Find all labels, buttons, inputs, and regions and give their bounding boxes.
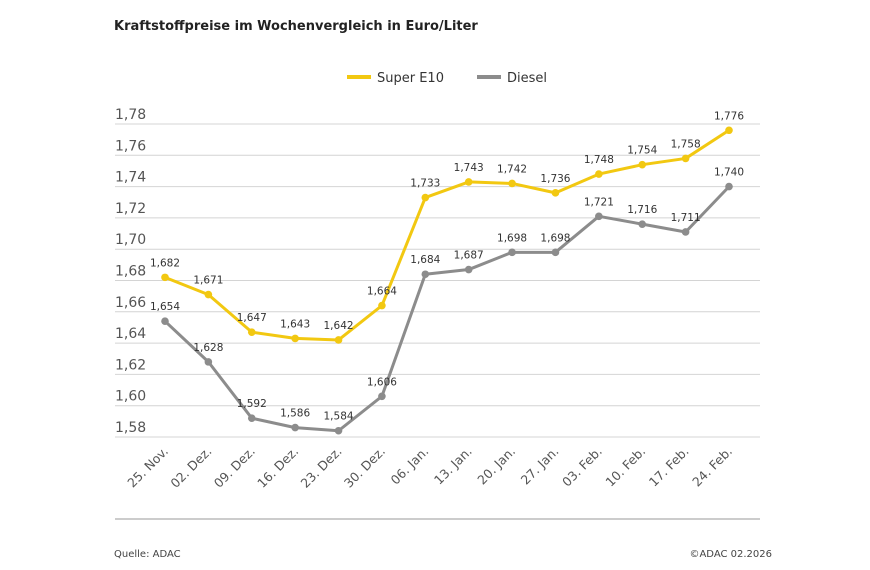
data-point (551, 248, 560, 257)
data-point (681, 228, 690, 236)
x-tick-label: 10. Feb. (602, 444, 648, 490)
data-label: 1,758 (671, 138, 701, 150)
data-point (334, 336, 343, 344)
x-tick-label: 03. Feb. (559, 444, 605, 490)
data-point (291, 334, 299, 343)
data-label: 1,742 (497, 163, 527, 175)
data-point (161, 273, 169, 282)
x-tick-label: 06. Jan. (388, 444, 432, 488)
chart-title: Kraftstoffpreise im Wochenvergleich in E… (114, 19, 478, 34)
data-label: 1,711 (671, 212, 701, 224)
data-label: 1,743 (454, 162, 484, 174)
data-label: 1,698 (497, 232, 527, 244)
data-label: 1,643 (280, 318, 310, 330)
y-tick-label: 1,64 (115, 326, 146, 342)
data-label: 1,748 (584, 154, 614, 166)
x-tick-label: 16. Dez. (254, 444, 301, 491)
series-line-super-e10 (164, 129, 730, 342)
x-tick-label: 25. Nov. (124, 444, 171, 491)
data-label: 1,740 (714, 167, 744, 179)
y-tick-label: 1,76 (115, 138, 146, 154)
data-label: 1,682 (150, 257, 180, 269)
data-point (204, 290, 213, 299)
data-point (508, 248, 516, 257)
data-point (204, 358, 213, 366)
data-point (421, 193, 430, 202)
x-tick-label: 09. Dez. (211, 444, 258, 491)
data-label: 1,684 (410, 254, 440, 266)
x-tick-label: 24. Feb. (689, 444, 735, 490)
data-point (334, 426, 343, 435)
data-point (161, 317, 169, 325)
y-tick-label: 1,74 (115, 170, 146, 186)
data-label: 1,586 (280, 408, 310, 420)
x-tick-label: 30. Dez. (341, 444, 388, 491)
data-label: 1,698 (540, 232, 570, 244)
x-tick-label: 13. Jan. (431, 444, 475, 488)
data-point (681, 154, 690, 163)
data-label: 1,647 (237, 312, 267, 324)
copyright-label: ©ADAC 02.2026 (689, 549, 772, 560)
data-point (595, 170, 603, 178)
data-point (291, 423, 299, 432)
y-tick-label: 1,66 (115, 295, 146, 311)
y-tick-label: 1,78 (115, 107, 146, 123)
data-point (247, 328, 256, 336)
data-point (378, 392, 386, 401)
data-label: 1,592 (237, 398, 267, 410)
data-label: 1,628 (193, 342, 223, 354)
data-label: 1,733 (410, 178, 440, 190)
data-point (725, 126, 733, 135)
source-label: Quelle: ADAC (114, 549, 181, 560)
data-label: 1,721 (584, 196, 614, 208)
x-tick-label: 20. Jan. (474, 444, 518, 488)
y-tick-label: 1,72 (115, 201, 146, 217)
data-label: 1,687 (454, 250, 484, 262)
data-label: 1,606 (367, 376, 397, 388)
data-label: 1,671 (193, 275, 223, 287)
legend-label: Super E10 (377, 71, 444, 86)
y-tick-label: 1,60 (115, 389, 146, 405)
data-point (638, 160, 647, 169)
data-label: 1,736 (540, 173, 570, 185)
x-tick-label: 23. Dez. (297, 444, 344, 491)
data-label: 1,642 (324, 320, 354, 332)
y-tick-label: 1,58 (115, 420, 146, 436)
data-point (595, 212, 603, 221)
legend-label: Diesel (507, 71, 547, 86)
data-point (421, 270, 430, 279)
data-label: 1,754 (627, 145, 657, 157)
x-tick-label: 27. Jan. (518, 444, 562, 488)
data-point (247, 414, 256, 423)
data-point (551, 189, 560, 197)
x-tick-label: 17. Feb. (646, 444, 692, 490)
data-point (378, 301, 386, 310)
data-point (638, 220, 647, 228)
data-point (508, 179, 516, 188)
data-point (725, 182, 733, 191)
data-point (464, 265, 473, 274)
data-label: 1,776 (714, 110, 744, 122)
data-label: 1,716 (627, 204, 657, 216)
y-tick-label: 1,62 (115, 357, 146, 373)
y-tick-label: 1,70 (115, 232, 146, 248)
data-label: 1,664 (367, 286, 397, 298)
series-line-diesel (163, 185, 731, 433)
data-label: 1,654 (150, 301, 180, 313)
y-tick-label: 1,68 (115, 264, 146, 280)
x-tick-label: 02. Dez. (167, 444, 214, 491)
data-point (464, 178, 473, 186)
data-label: 1,584 (324, 411, 354, 423)
